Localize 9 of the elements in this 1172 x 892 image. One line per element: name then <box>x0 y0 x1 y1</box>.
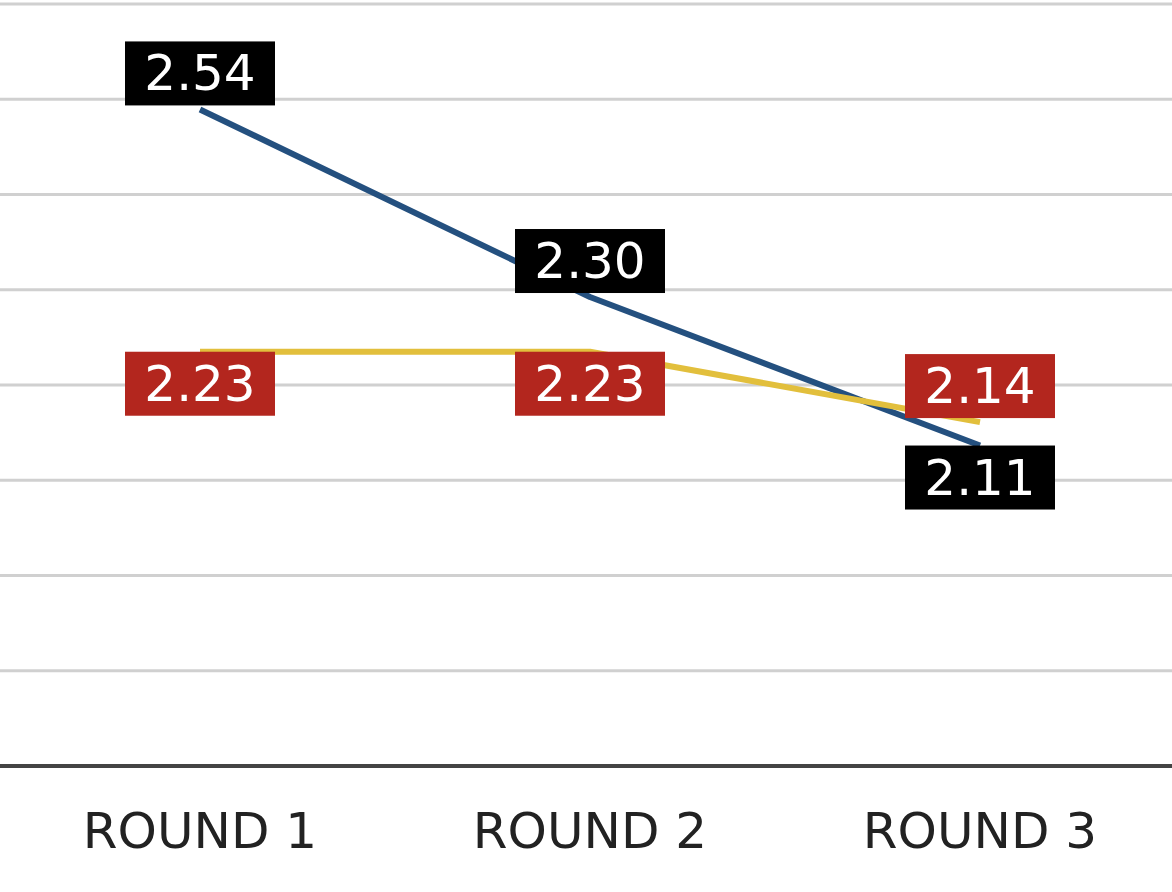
data-label: 2.30 <box>534 232 646 291</box>
x-tick-label: ROUND 3 <box>862 801 1098 860</box>
data-label: 2.23 <box>534 354 646 413</box>
data-label: 2.14 <box>924 357 1036 416</box>
x-tick-label: ROUND 2 <box>472 801 708 860</box>
data-label: 2.23 <box>144 354 256 413</box>
data-label: 2.11 <box>924 448 1036 507</box>
data-label: 2.54 <box>144 44 256 103</box>
x-tick-label: ROUND 1 <box>82 801 318 860</box>
